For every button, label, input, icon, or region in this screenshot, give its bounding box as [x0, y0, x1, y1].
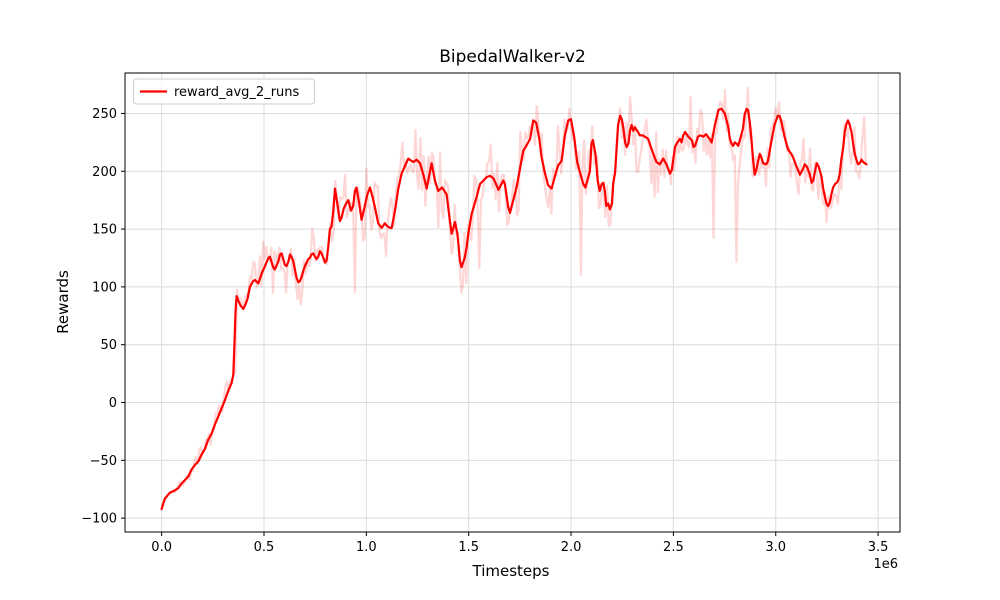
- raw-rewards-line: [160, 86, 867, 512]
- plot-border: [124, 72, 901, 533]
- series-layer: [160, 86, 868, 512]
- legend-box: [133, 78, 315, 105]
- y-tick-label: 100: [92, 280, 117, 295]
- x-tick-label: 3.0: [765, 540, 786, 555]
- axes-layer: [121, 72, 901, 536]
- tick-label-layer: 0.0 0.5 1.0 1.5 2.0 2.5 3.0 3.5 −100 −50 0 50 100 150…: [81, 107, 888, 555]
- x-tick-label: 3.5: [868, 540, 889, 555]
- legend-label: reward_avg_2_runs: [174, 85, 300, 100]
- x-axis-offset-label: 1e6: [873, 557, 898, 572]
- grid-layer: [125, 73, 900, 532]
- x-tick-label: 1.0: [356, 540, 377, 555]
- y-tick-label: 0: [109, 396, 117, 411]
- y-tick-label: 200: [92, 165, 117, 180]
- legend: reward_avg_2_runs: [133, 78, 315, 105]
- x-tick-label: 1.5: [458, 540, 479, 555]
- y-tick-label: 50: [100, 338, 117, 353]
- y-axis-label: Rewards: [54, 270, 72, 334]
- chart-title: BipedalWalker-v2: [439, 47, 586, 67]
- reward-avg-line: [160, 107, 868, 510]
- y-tick-label: 250: [92, 107, 117, 122]
- x-tick-label: 0.5: [254, 540, 275, 555]
- y-tick-label: −100: [81, 512, 117, 527]
- x-tick-label: 0.0: [151, 540, 172, 555]
- y-tick-label: 150: [92, 223, 117, 238]
- x-tick-label: 2.0: [561, 540, 582, 555]
- x-axis-label: Timesteps: [472, 562, 550, 580]
- y-tick-label: −50: [90, 454, 117, 469]
- x-tick-label: 2.5: [663, 540, 684, 555]
